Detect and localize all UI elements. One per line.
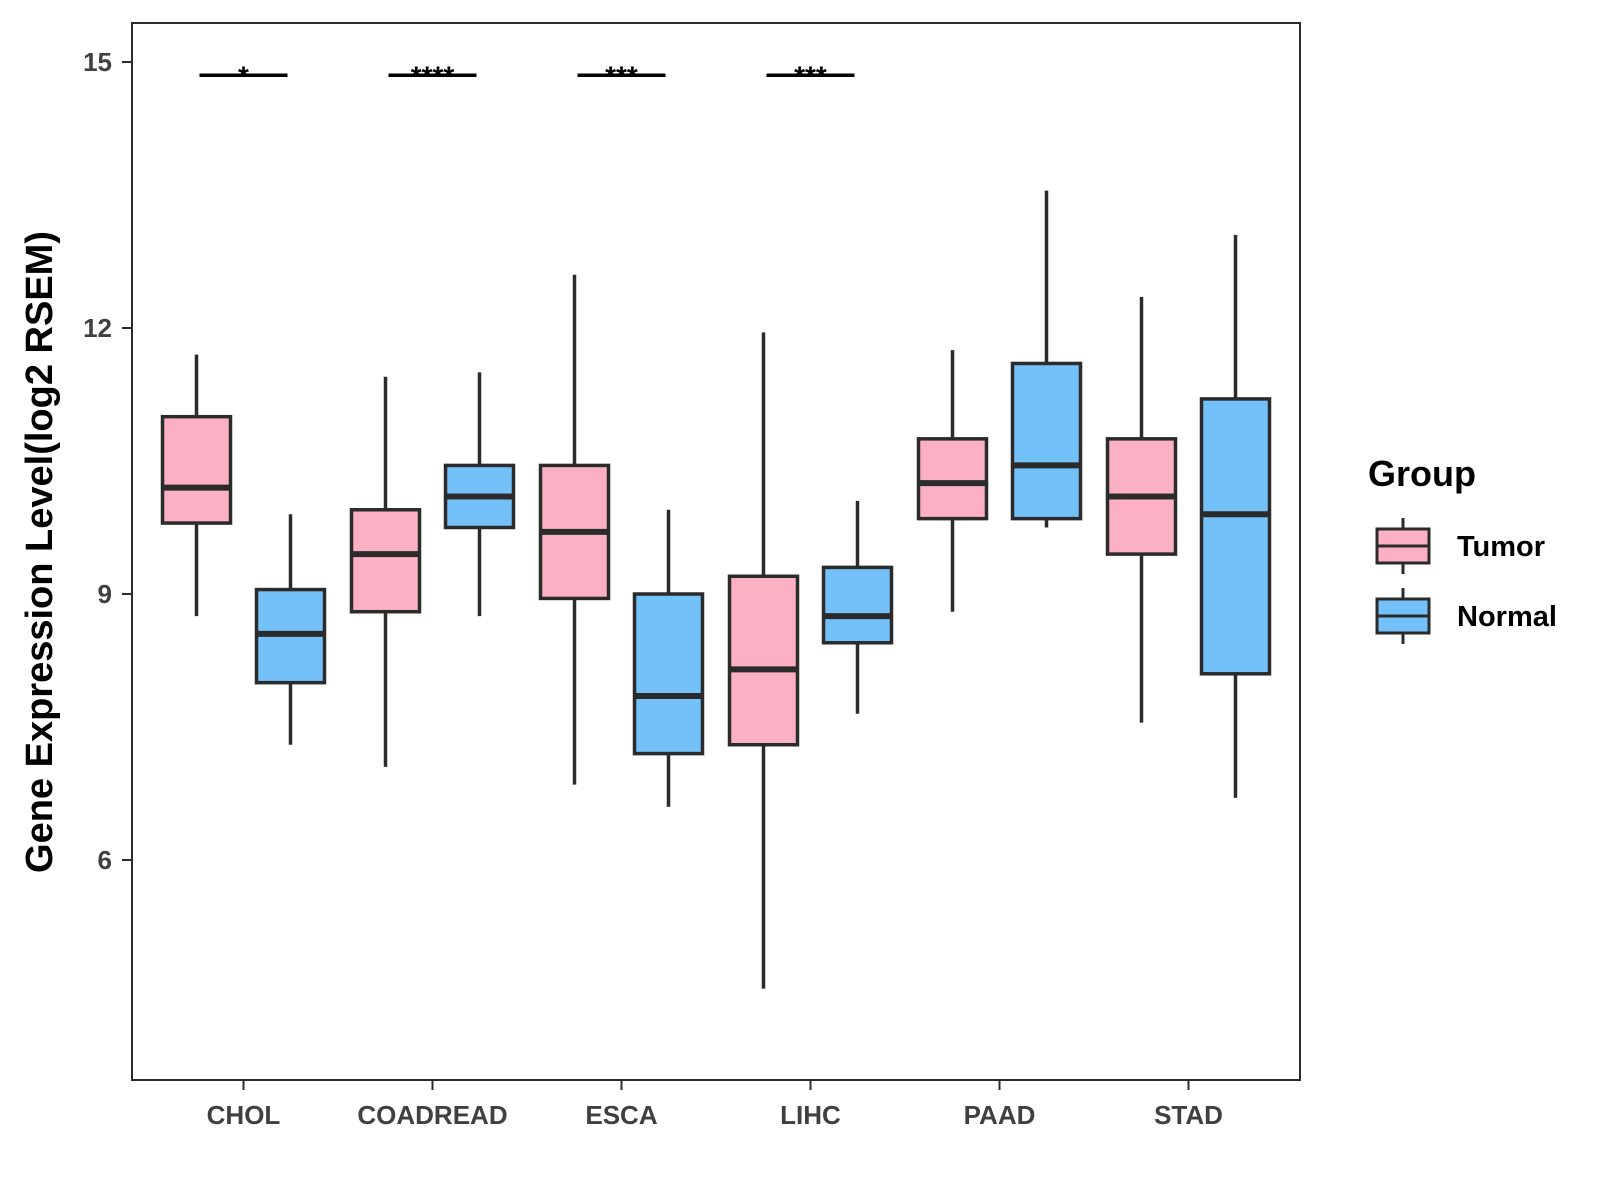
significance-label: *** bbox=[605, 60, 638, 91]
x-tick-label-esca: ESCA bbox=[585, 1100, 657, 1130]
x-tick-label-coadread: COADREAD bbox=[357, 1100, 507, 1130]
significance-chol: * bbox=[199, 60, 288, 91]
box-normal-stad bbox=[1199, 234, 1272, 798]
y-tick-label-6: 6 bbox=[98, 845, 112, 875]
box-tumor-coadread bbox=[349, 376, 422, 767]
iqr-box bbox=[1010, 361, 1083, 521]
box-tumor-chol bbox=[160, 354, 233, 617]
significance-esca: *** bbox=[577, 60, 666, 91]
significance-coadread: **** bbox=[388, 60, 477, 91]
significance-layer: * **** *** *** bbox=[199, 60, 855, 91]
iqr-box bbox=[916, 437, 989, 521]
box-normal-esca bbox=[632, 509, 705, 807]
iqr-box bbox=[160, 414, 233, 525]
box-normal-lihc bbox=[821, 500, 894, 714]
y-tick-label-12: 12 bbox=[83, 313, 112, 343]
y-axis-title: Gene Expression Level(log2 RSEM) bbox=[19, 231, 61, 873]
legend-entry-normal: Normal bbox=[1375, 588, 1557, 644]
x-tick-label-stad: STAD bbox=[1154, 1100, 1223, 1130]
iqr-box bbox=[632, 592, 705, 756]
iqr-box bbox=[727, 574, 800, 747]
y-tick-label-9: 9 bbox=[98, 579, 112, 609]
axes-layer: 6 9 12 15 CHOL COADREAD ESCA LIHC PAAD STAD bbox=[83, 47, 1223, 1130]
y-tick-label-15: 15 bbox=[83, 47, 112, 77]
boxes-layer bbox=[160, 190, 1272, 989]
significance-label: * bbox=[238, 60, 249, 91]
legend-label-normal: Normal bbox=[1457, 601, 1557, 633]
plot-panel bbox=[131, 22, 1301, 1081]
box-tumor-lihc bbox=[727, 332, 800, 989]
significance-lihc: *** bbox=[766, 60, 855, 91]
legend-title: Group bbox=[1368, 453, 1476, 494]
x-tick-label-paad: PAAD bbox=[964, 1100, 1036, 1130]
legend-label-tumor: Tumor bbox=[1457, 531, 1545, 563]
significance-label: **** bbox=[411, 60, 455, 91]
legend-entry-tumor: Tumor bbox=[1375, 518, 1545, 574]
box-normal-chol bbox=[254, 514, 327, 745]
box-normal-paad bbox=[1010, 190, 1083, 528]
legend: Group Tumor Normal bbox=[1368, 453, 1557, 644]
iqr-box bbox=[1199, 397, 1272, 676]
x-tick-label-chol: CHOL bbox=[207, 1100, 281, 1130]
significance-label: *** bbox=[794, 60, 827, 91]
box-tumor-paad bbox=[916, 350, 989, 612]
box-tumor-esca bbox=[538, 274, 611, 785]
x-tick-label-lihc: LIHC bbox=[780, 1100, 841, 1130]
iqr-box bbox=[349, 508, 422, 614]
box-normal-coadread bbox=[443, 372, 516, 617]
box-tumor-stad bbox=[1105, 296, 1178, 723]
iqr-box bbox=[821, 565, 894, 645]
